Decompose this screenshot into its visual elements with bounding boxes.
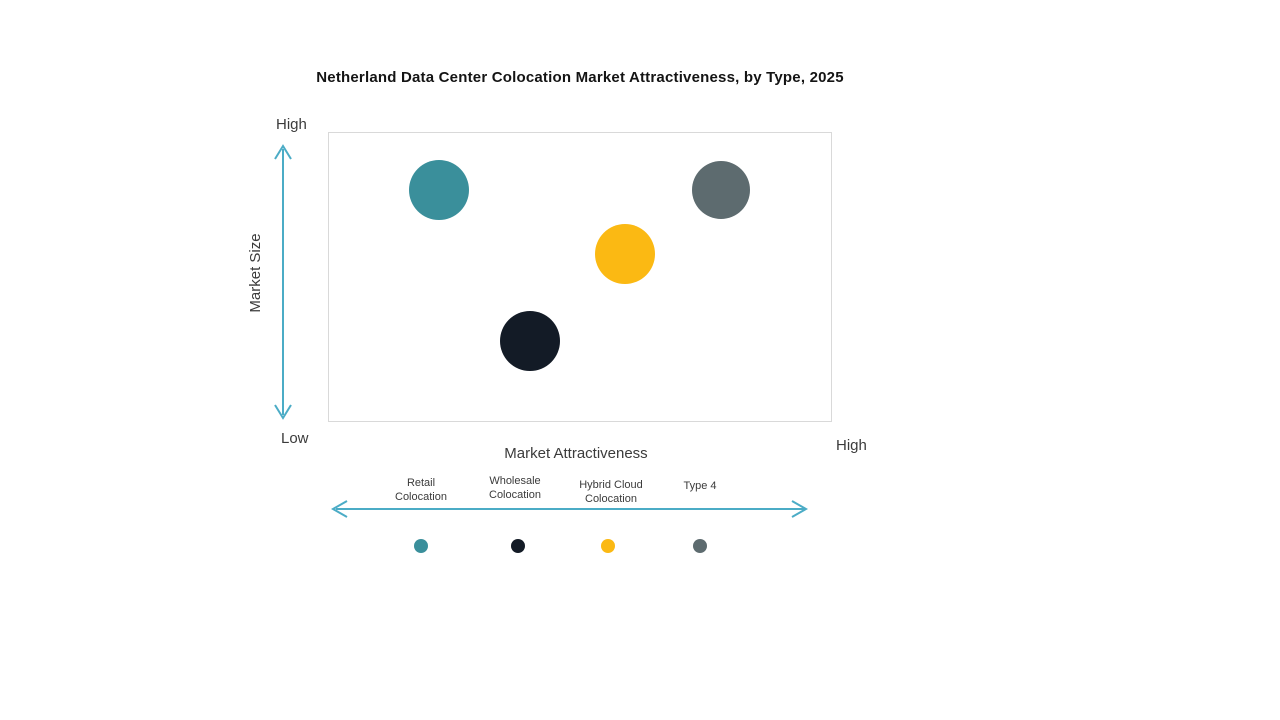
x-category-hybrid-cloud-colocation: Hybrid Cloud Colocation <box>579 479 643 505</box>
bubble-retail-colocation <box>408 160 469 220</box>
legend-dot-2 <box>511 539 525 553</box>
y-axis-low-label: Low <box>281 430 309 447</box>
x-category-wholesale-colocation: Wholesale Colocation <box>489 475 541 501</box>
bubble-type-4 <box>692 161 751 219</box>
legend-dot-3 <box>601 539 615 553</box>
y-axis-arrow-icon <box>274 144 292 420</box>
y-axis-title: Market Size <box>247 233 264 313</box>
x-category-type-4: Type 4 <box>683 480 717 492</box>
legend-dot-1 <box>414 539 428 553</box>
bubble-hybrid-cloud-colocation <box>595 223 656 284</box>
x-axis-high-label: High <box>836 437 867 454</box>
x-axis-arrow-icon <box>330 500 809 518</box>
y-axis-high-label: High <box>276 116 307 133</box>
x-category-retail-colocation: Retail Colocation <box>395 477 447 503</box>
legend-dot-4 <box>693 539 707 553</box>
bubble-wholesale-colocation <box>499 310 560 371</box>
chart-title: Netherland Data Center Colocation Market… <box>316 69 844 86</box>
x-axis-title: Market Attractiveness <box>504 445 648 462</box>
plot-area <box>328 132 832 422</box>
